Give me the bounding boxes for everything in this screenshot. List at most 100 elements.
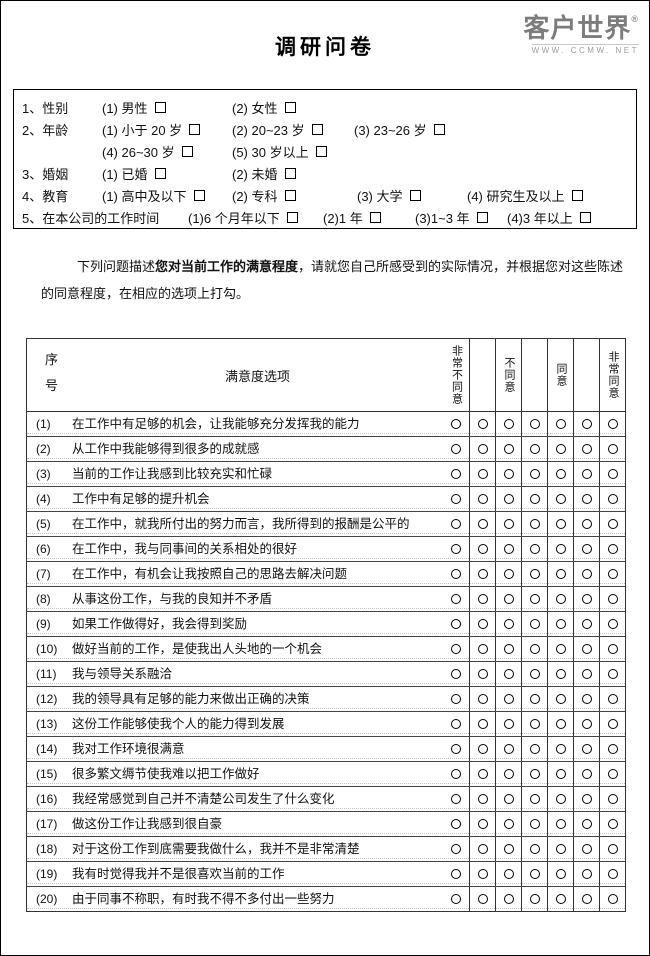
rating-radio[interactable] (581, 669, 592, 679)
rating-radio[interactable] (529, 719, 540, 729)
rating-radio[interactable] (581, 419, 592, 429)
rating-radio[interactable] (581, 644, 592, 654)
rating-radio[interactable] (529, 844, 540, 854)
rating-radio[interactable] (451, 894, 461, 904)
rating-radio[interactable] (555, 619, 566, 629)
rating-radio[interactable] (503, 494, 514, 504)
rating-radio[interactable] (477, 444, 488, 454)
option-checkbox[interactable] (154, 101, 166, 113)
rating-radio[interactable] (503, 644, 514, 654)
rating-radio[interactable] (477, 719, 488, 729)
rating-radio[interactable] (529, 569, 540, 579)
rating-radio[interactable] (607, 519, 618, 529)
rating-radio[interactable] (555, 569, 566, 579)
rating-radio[interactable] (503, 744, 514, 754)
rating-radio[interactable] (451, 869, 461, 879)
rating-radio[interactable] (555, 519, 566, 529)
option-checkbox[interactable] (181, 145, 193, 157)
rating-radio[interactable] (451, 544, 461, 554)
rating-radio[interactable] (529, 444, 540, 454)
rating-radio[interactable] (503, 869, 514, 879)
rating-radio[interactable] (555, 794, 566, 804)
rating-radio[interactable] (451, 519, 461, 529)
rating-radio[interactable] (477, 469, 488, 479)
rating-radio[interactable] (529, 694, 540, 704)
rating-radio[interactable] (581, 744, 592, 754)
rating-radio[interactable] (451, 494, 461, 504)
rating-radio[interactable] (451, 744, 461, 754)
rating-radio[interactable] (529, 769, 540, 779)
rating-radio[interactable] (581, 544, 592, 554)
rating-radio[interactable] (555, 719, 566, 729)
rating-radio[interactable] (451, 669, 461, 679)
rating-radio[interactable] (555, 494, 566, 504)
rating-radio[interactable] (529, 819, 540, 829)
option-checkbox[interactable] (284, 189, 296, 201)
rating-radio[interactable] (503, 619, 514, 629)
rating-radio[interactable] (477, 594, 488, 604)
rating-radio[interactable] (503, 794, 514, 804)
option-checkbox[interactable] (579, 211, 591, 223)
rating-radio[interactable] (503, 769, 514, 779)
rating-radio[interactable] (555, 869, 566, 879)
rating-radio[interactable] (555, 844, 566, 854)
rating-radio[interactable] (555, 444, 566, 454)
rating-radio[interactable] (581, 694, 592, 704)
rating-radio[interactable] (451, 694, 461, 704)
rating-radio[interactable] (581, 519, 592, 529)
rating-radio[interactable] (555, 819, 566, 829)
rating-radio[interactable] (555, 694, 566, 704)
rating-radio[interactable] (607, 619, 618, 629)
rating-radio[interactable] (451, 769, 461, 779)
rating-radio[interactable] (503, 819, 514, 829)
option-checkbox[interactable] (571, 189, 583, 201)
rating-radio[interactable] (607, 844, 618, 854)
rating-radio[interactable] (477, 869, 488, 879)
rating-radio[interactable] (607, 469, 618, 479)
rating-radio[interactable] (451, 594, 461, 604)
rating-radio[interactable] (555, 669, 566, 679)
rating-radio[interactable] (529, 469, 540, 479)
rating-radio[interactable] (477, 744, 488, 754)
option-checkbox[interactable] (284, 101, 296, 113)
rating-radio[interactable] (477, 669, 488, 679)
rating-radio[interactable] (581, 494, 592, 504)
rating-radio[interactable] (607, 769, 618, 779)
rating-radio[interactable] (529, 644, 540, 654)
rating-radio[interactable] (555, 644, 566, 654)
rating-radio[interactable] (581, 594, 592, 604)
rating-radio[interactable] (607, 694, 618, 704)
rating-radio[interactable] (503, 719, 514, 729)
rating-radio[interactable] (503, 669, 514, 679)
rating-radio[interactable] (581, 444, 592, 454)
rating-radio[interactable] (477, 544, 488, 554)
rating-radio[interactable] (581, 819, 592, 829)
rating-radio[interactable] (477, 619, 488, 629)
option-checkbox[interactable] (284, 167, 296, 179)
option-checkbox[interactable] (476, 211, 488, 223)
rating-radio[interactable] (529, 894, 540, 904)
rating-radio[interactable] (581, 619, 592, 629)
rating-radio[interactable] (451, 569, 461, 579)
rating-radio[interactable] (581, 844, 592, 854)
rating-radio[interactable] (503, 469, 514, 479)
rating-radio[interactable] (477, 419, 488, 429)
rating-radio[interactable] (555, 594, 566, 604)
rating-radio[interactable] (607, 794, 618, 804)
rating-radio[interactable] (503, 894, 514, 904)
rating-radio[interactable] (451, 794, 461, 804)
rating-radio[interactable] (451, 469, 461, 479)
rating-radio[interactable] (477, 894, 488, 904)
rating-radio[interactable] (451, 444, 461, 454)
rating-radio[interactable] (607, 544, 618, 554)
option-checkbox[interactable] (193, 189, 205, 201)
rating-radio[interactable] (477, 769, 488, 779)
rating-radio[interactable] (529, 519, 540, 529)
rating-radio[interactable] (529, 419, 540, 429)
rating-radio[interactable] (529, 594, 540, 604)
rating-radio[interactable] (581, 794, 592, 804)
rating-radio[interactable] (529, 494, 540, 504)
rating-radio[interactable] (529, 544, 540, 554)
rating-radio[interactable] (529, 669, 540, 679)
rating-radio[interactable] (607, 569, 618, 579)
